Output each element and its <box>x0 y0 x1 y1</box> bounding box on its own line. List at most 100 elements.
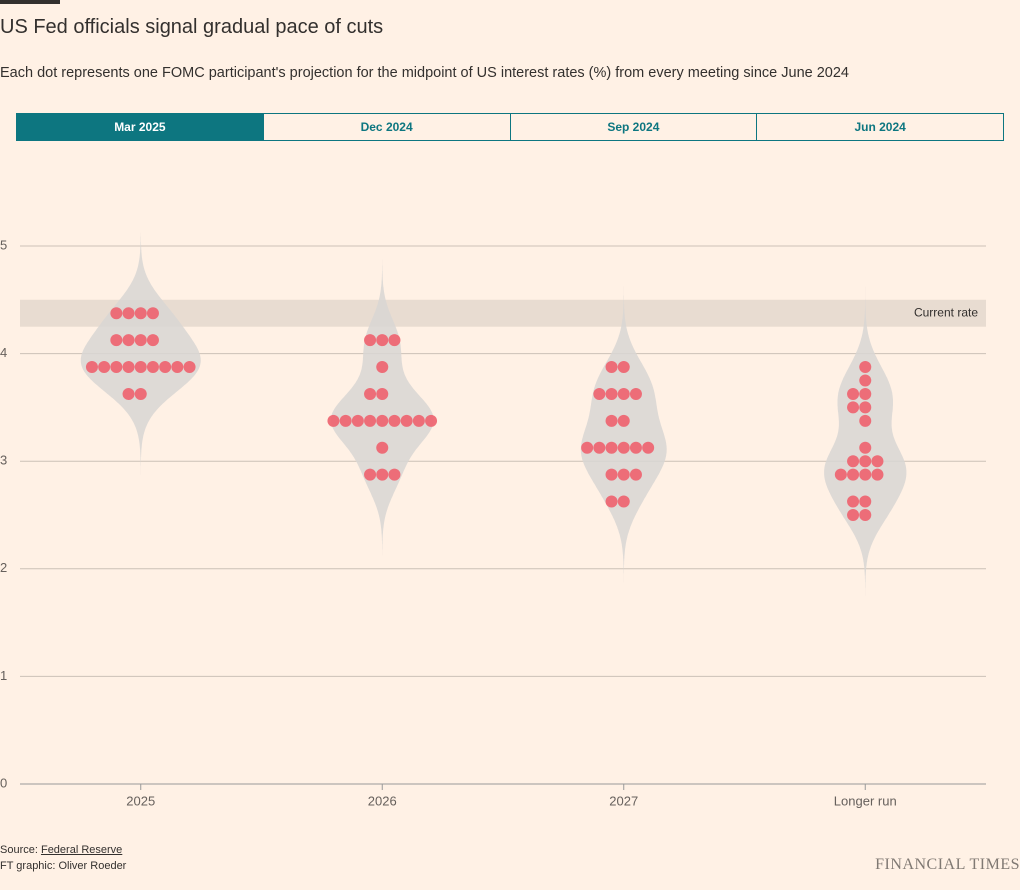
dot <box>122 361 135 374</box>
dot <box>134 307 147 320</box>
y-tick-label: 1 <box>0 668 7 683</box>
dot <box>171 361 184 374</box>
dot <box>364 414 377 427</box>
dot <box>581 441 594 454</box>
dot <box>605 414 618 427</box>
dot <box>376 361 389 374</box>
dot <box>847 387 860 400</box>
current-rate-band <box>20 299 986 327</box>
dot <box>642 441 655 454</box>
dot <box>593 387 606 400</box>
dot <box>871 468 884 481</box>
dot <box>364 387 377 400</box>
y-tick-label: 3 <box>0 453 7 468</box>
dot <box>605 468 618 481</box>
dot <box>617 441 630 454</box>
dot <box>847 401 860 414</box>
dot <box>605 361 618 374</box>
tab[interactable]: Sep 2024 <box>509 114 757 140</box>
dot <box>617 387 630 400</box>
dot <box>146 361 159 374</box>
title: US Fed officials signal gradual pace of … <box>0 16 384 38</box>
dot <box>617 495 630 508</box>
dot <box>134 334 147 347</box>
tab[interactable]: Mar 2025 <box>17 114 263 140</box>
dot <box>859 441 872 454</box>
dot <box>859 455 872 468</box>
tab[interactable]: Jun 2024 <box>756 114 1003 140</box>
x-tick-label: 2026 <box>368 793 397 808</box>
violin <box>580 286 667 583</box>
dot <box>388 414 401 427</box>
dot <box>351 414 364 427</box>
dot <box>183 361 196 374</box>
dot <box>134 361 147 374</box>
dot <box>400 414 413 427</box>
x-tick-label: Longer run <box>834 793 897 808</box>
source: Source: Federal Reserve <box>0 844 122 856</box>
dot <box>834 468 847 481</box>
dot <box>376 387 389 400</box>
dot <box>364 334 377 347</box>
dot <box>859 468 872 481</box>
dot <box>605 495 618 508</box>
dot <box>146 307 159 320</box>
dot <box>110 334 123 347</box>
dot <box>388 468 401 481</box>
dot <box>847 468 860 481</box>
current-rate-label: Current rate <box>914 305 978 319</box>
dot <box>617 361 630 374</box>
y-tick-label: 4 <box>0 345 7 360</box>
dot <box>110 307 123 320</box>
logo: FINANCIAL TIMES <box>875 856 1020 873</box>
dot <box>859 414 872 427</box>
dot <box>859 401 872 414</box>
dot <box>425 414 438 427</box>
dot <box>847 509 860 521</box>
dot <box>327 414 340 427</box>
dot <box>859 374 872 387</box>
tab[interactable]: Dec 2024 <box>262 114 510 140</box>
dot <box>364 468 377 481</box>
chart: 0 1 2 3 4 5 Current rate 2025 2026 2027 Longer run <box>0 232 986 808</box>
dot <box>376 334 389 347</box>
dot <box>605 387 618 400</box>
dot <box>859 361 872 374</box>
dot <box>605 441 618 454</box>
dot <box>629 468 642 481</box>
x-tick-label: 2025 <box>126 793 155 808</box>
violin <box>824 286 907 596</box>
dot <box>376 414 389 427</box>
dot <box>122 334 135 347</box>
x-tick-label: 2027 <box>609 793 638 808</box>
dot <box>859 387 872 400</box>
dot <box>159 361 172 374</box>
violin <box>80 232 201 475</box>
dot <box>146 334 159 347</box>
tab-bar: Mar 2025 Dec 2024 Sep 2024 Jun 2024 <box>16 113 1004 141</box>
dot <box>376 441 389 454</box>
dot <box>871 455 884 468</box>
y-tick-label: 5 <box>0 237 7 252</box>
y-tick-label: 2 <box>0 560 7 575</box>
dot <box>859 495 872 508</box>
dot <box>388 334 401 347</box>
dot <box>617 414 630 427</box>
dot <box>85 361 98 374</box>
dot <box>412 414 425 427</box>
dot <box>339 414 352 427</box>
violin <box>330 259 434 556</box>
dot <box>122 307 135 320</box>
y-tick-label: 0 <box>0 775 7 790</box>
dot <box>98 361 111 374</box>
subtitle: Each dot represents one FOMC participant… <box>0 65 850 81</box>
dot <box>859 509 872 521</box>
dot <box>847 455 860 468</box>
dot <box>847 495 860 508</box>
dot <box>593 441 606 454</box>
dot <box>134 387 147 400</box>
dot <box>629 387 642 400</box>
source-link[interactable]: Federal Reserve <box>40 844 123 856</box>
dot <box>617 468 630 481</box>
